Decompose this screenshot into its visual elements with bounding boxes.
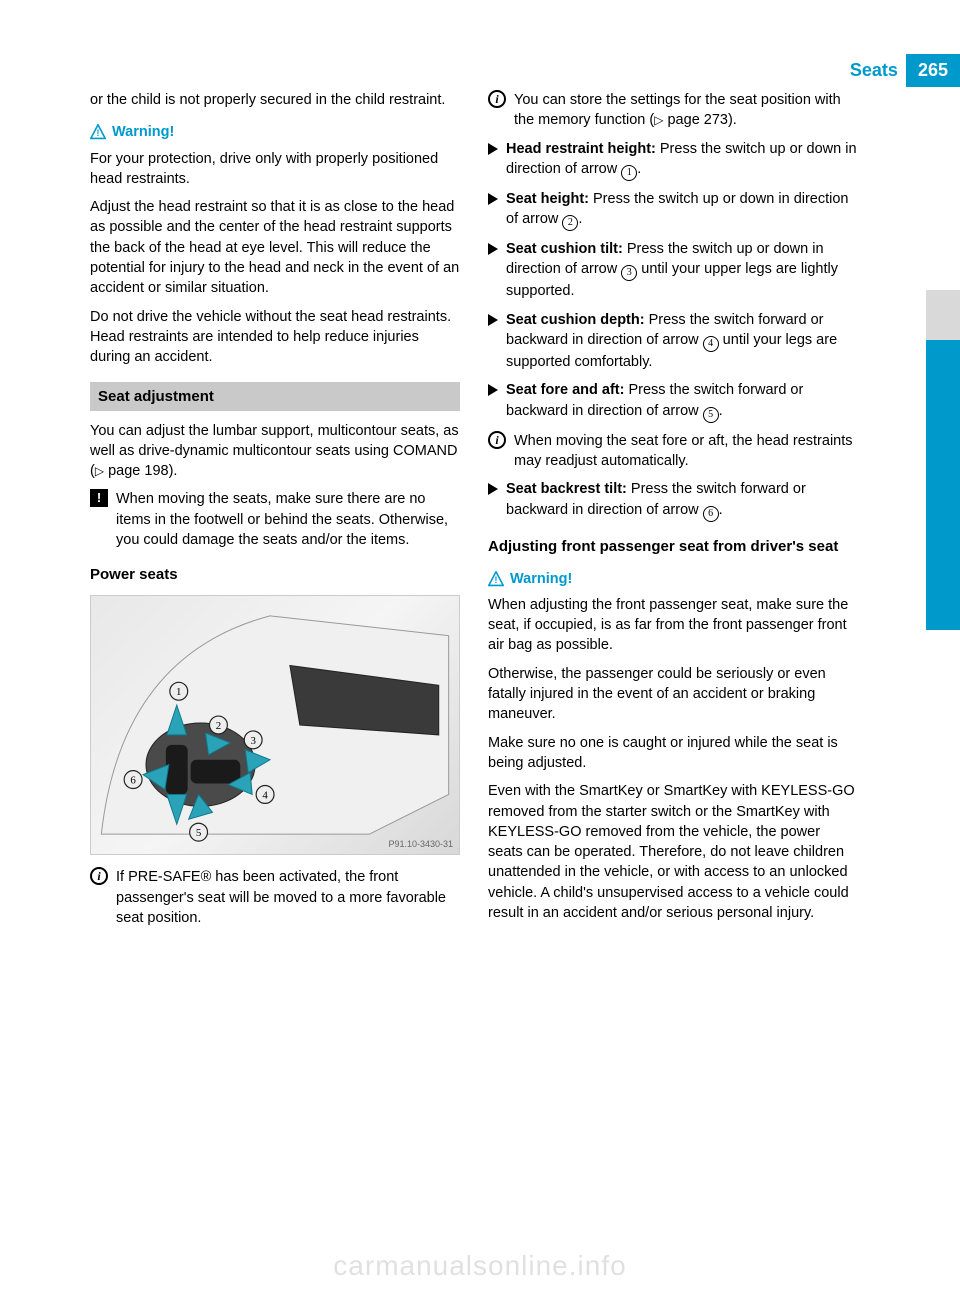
warning-text: Make sure no one is caught or injured wh… [488,733,858,774]
step-text: Seat fore and aft: Press the switch forw… [506,380,858,422]
svg-text:!: ! [97,128,100,138]
watermark: carmanualsonline.info [0,1250,960,1282]
page-header: Seats 265 [0,0,960,90]
warning-label: Warning! [112,122,174,142]
bullet-icon [488,143,498,155]
info-text: When moving the seat fore or aft, the he… [514,431,858,472]
intro-text: or the child is not properly secured in … [90,90,460,110]
svg-text:1: 1 [176,687,181,699]
bullet-icon [488,384,498,396]
caution-icon: ! [90,489,108,507]
seat-adjust-text: You can adjust the lumbar support, multi… [90,421,460,482]
warning-icon: ! [488,571,504,587]
info-icon: i [488,90,506,108]
bullet-icon [488,193,498,205]
caution-note: ! When moving the seats, make sure there… [90,489,460,550]
svg-text:4: 4 [262,790,268,802]
warning-text: Do not drive the vehicle without the sea… [90,307,460,368]
page-number: 265 [906,54,960,87]
warning-text: Even with the SmartKey or SmartKey with … [488,781,858,923]
warning-heading: ! Warning! [488,569,858,589]
svg-text:!: ! [495,575,498,585]
power-seats-diagram: 1 2 3 4 5 6 P91.10-3430-31 [90,595,460,855]
step-text: Seat backrest tilt: Press the switch for… [506,479,858,521]
step-item: Seat cushion tilt: Press the switch up o… [488,239,858,302]
step-item: Seat height: Press the switch up or down… [488,189,858,231]
step-text: Seat cushion tilt: Press the switch up o… [506,239,858,302]
warning-icon: ! [90,124,106,140]
info-icon: i [488,431,506,449]
step-item: Seat backrest tilt: Press the switch for… [488,479,858,521]
info-note: i If PRE-SAFE® has been activated, the f… [90,867,460,928]
info-text: If PRE-SAFE® has been activated, the fro… [116,867,460,928]
info-text: You can store the settings for the seat … [514,90,858,131]
bullet-icon [488,243,498,255]
info-icon: i [90,867,108,885]
svg-text:6: 6 [130,775,136,787]
section-title: Seats [850,54,906,87]
warning-text: For your protection, drive only with pro… [90,149,460,190]
seat-adjustment-heading: Seat adjustment [90,382,460,411]
step-item: Seat fore and aft: Press the switch forw… [488,380,858,422]
caution-text: When moving the seats, make sure there a… [116,489,460,550]
warning-heading: ! Warning! [90,122,460,142]
side-tab [926,290,960,630]
step-text: Seat height: Press the switch up or down… [506,189,858,231]
step-item: Head restraint height: Press the switch … [488,139,858,181]
right-column: i You can store the settings for the sea… [488,90,858,936]
warning-text: When adjusting the front passenger seat,… [488,595,858,656]
step-item: Seat cushion depth: Press the switch for… [488,310,858,373]
info-note: i When moving the seat fore or aft, the … [488,431,858,472]
adjust-front-heading: Adjusting front passenger seat from driv… [488,536,858,557]
warning-text: Adjust the head restraint so that it is … [90,197,460,298]
step-text: Head restraint height: Press the switch … [506,139,858,181]
left-column: or the child is not properly secured in … [90,90,460,936]
svg-text:5: 5 [196,827,202,839]
bullet-icon [488,483,498,495]
info-note: i You can store the settings for the sea… [488,90,858,131]
step-text: Seat cushion depth: Press the switch for… [506,310,858,373]
svg-text:2: 2 [216,720,221,732]
svg-text:3: 3 [250,735,256,747]
power-seats-heading: Power seats [90,564,460,585]
diagram-reference: P91.10-3430-31 [388,838,453,851]
bullet-icon [488,314,498,326]
warning-text: Otherwise, the passenger could be seriou… [488,664,858,725]
warning-label: Warning! [510,569,572,589]
